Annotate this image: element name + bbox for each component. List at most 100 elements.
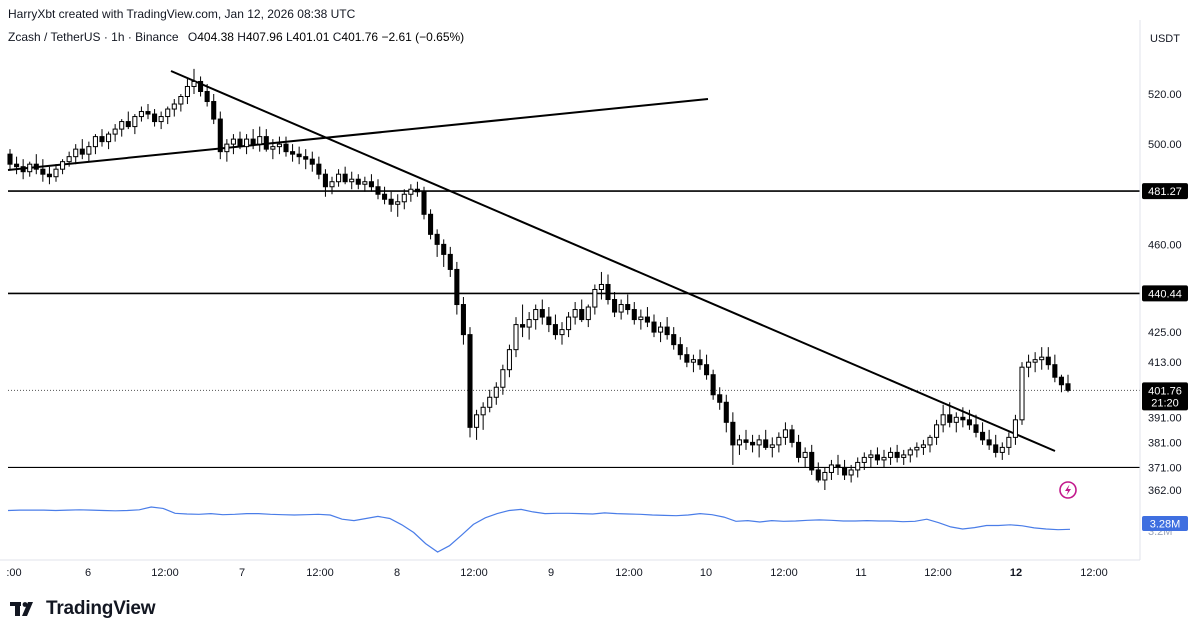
candle[interactable] xyxy=(257,126,263,152)
candle[interactable] xyxy=(349,171,355,190)
candle[interactable] xyxy=(276,136,282,155)
candle[interactable] xyxy=(625,294,631,315)
candle[interactable] xyxy=(690,354,696,373)
candle[interactable] xyxy=(309,151,315,172)
candle[interactable] xyxy=(447,246,453,277)
candle[interactable] xyxy=(1058,374,1064,393)
candle[interactable] xyxy=(579,299,585,323)
candle[interactable] xyxy=(973,414,979,438)
candle[interactable] xyxy=(290,144,296,162)
candle[interactable] xyxy=(250,129,256,150)
candle[interactable] xyxy=(375,179,381,200)
candle[interactable] xyxy=(513,317,519,358)
candle[interactable] xyxy=(855,457,861,478)
candle[interactable] xyxy=(27,161,33,177)
candle[interactable] xyxy=(92,134,98,155)
candle[interactable] xyxy=(769,437,775,458)
candle[interactable] xyxy=(552,314,558,340)
candle[interactable] xyxy=(99,129,105,147)
candle[interactable] xyxy=(355,174,361,190)
candle[interactable] xyxy=(53,164,59,182)
candle[interactable] xyxy=(618,299,624,320)
candle[interactable] xyxy=(927,434,933,453)
candle[interactable] xyxy=(828,459,834,480)
candle[interactable] xyxy=(217,111,223,160)
candle[interactable] xyxy=(342,166,348,185)
candle[interactable] xyxy=(33,154,39,175)
candle[interactable] xyxy=(20,159,26,180)
candle[interactable] xyxy=(1032,352,1038,373)
candle[interactable] xyxy=(388,191,394,212)
candle[interactable] xyxy=(868,449,874,468)
candle[interactable] xyxy=(454,261,460,315)
candle[interactable] xyxy=(408,184,414,202)
candle[interactable] xyxy=(612,292,618,318)
candle[interactable] xyxy=(487,389,493,413)
candle[interactable] xyxy=(920,439,926,455)
candle[interactable] xyxy=(684,347,690,368)
candle[interactable] xyxy=(861,452,867,470)
candle[interactable] xyxy=(914,442,920,458)
candle[interactable] xyxy=(1006,432,1012,455)
candle[interactable] xyxy=(717,387,723,410)
candle[interactable] xyxy=(500,364,506,395)
lightning-icon[interactable] xyxy=(1059,481,1077,499)
candle[interactable] xyxy=(638,309,644,330)
candle[interactable] xyxy=(809,444,815,475)
candle[interactable] xyxy=(802,447,808,468)
candle[interactable] xyxy=(999,442,1005,460)
candle[interactable] xyxy=(881,449,887,468)
candle[interactable] xyxy=(533,304,539,330)
trendline-rising[interactable] xyxy=(7,98,709,171)
candle[interactable] xyxy=(953,412,959,433)
candle[interactable] xyxy=(395,194,401,217)
candle[interactable] xyxy=(283,136,289,157)
candle[interactable] xyxy=(382,186,388,205)
candle[interactable] xyxy=(566,312,572,338)
candle[interactable] xyxy=(362,176,368,192)
candle[interactable] xyxy=(796,434,802,463)
candle[interactable] xyxy=(303,149,309,170)
candle[interactable] xyxy=(1012,414,1018,445)
candle[interactable] xyxy=(966,409,972,430)
candle[interactable] xyxy=(368,174,374,192)
candle[interactable] xyxy=(934,419,940,445)
candle[interactable] xyxy=(244,134,250,155)
candle[interactable] xyxy=(230,134,236,155)
candle[interactable] xyxy=(907,447,913,463)
trendline-descending[interactable] xyxy=(170,70,1056,452)
candle[interactable] xyxy=(605,274,611,305)
candle[interactable] xyxy=(815,462,821,483)
candle[interactable] xyxy=(888,447,894,465)
candle[interactable] xyxy=(184,78,190,105)
candle[interactable] xyxy=(329,176,335,195)
candle[interactable] xyxy=(763,429,769,450)
candle[interactable] xyxy=(270,139,276,160)
candle[interactable] xyxy=(171,99,177,117)
candle[interactable] xyxy=(401,189,407,210)
candle[interactable] xyxy=(539,299,545,325)
candle[interactable] xyxy=(960,407,966,428)
candle[interactable] xyxy=(980,422,986,445)
candle[interactable] xyxy=(86,141,92,162)
candle[interactable] xyxy=(894,444,900,463)
candle[interactable] xyxy=(651,314,657,338)
candle[interactable] xyxy=(842,459,848,480)
candle[interactable] xyxy=(631,302,637,325)
candle[interactable] xyxy=(106,131,112,150)
candle[interactable] xyxy=(1019,362,1025,425)
candle[interactable] xyxy=(224,139,230,162)
candle[interactable] xyxy=(986,429,992,450)
candle[interactable] xyxy=(743,429,749,450)
candle[interactable] xyxy=(677,337,683,360)
candle[interactable] xyxy=(901,449,907,465)
candle[interactable] xyxy=(993,434,999,458)
candle[interactable] xyxy=(644,307,650,328)
candle[interactable] xyxy=(40,159,46,182)
candle[interactable] xyxy=(119,119,125,137)
candle[interactable] xyxy=(237,131,243,150)
candle[interactable] xyxy=(138,106,144,122)
candle[interactable] xyxy=(585,304,591,328)
candle[interactable] xyxy=(835,454,841,475)
candle[interactable] xyxy=(822,467,828,490)
